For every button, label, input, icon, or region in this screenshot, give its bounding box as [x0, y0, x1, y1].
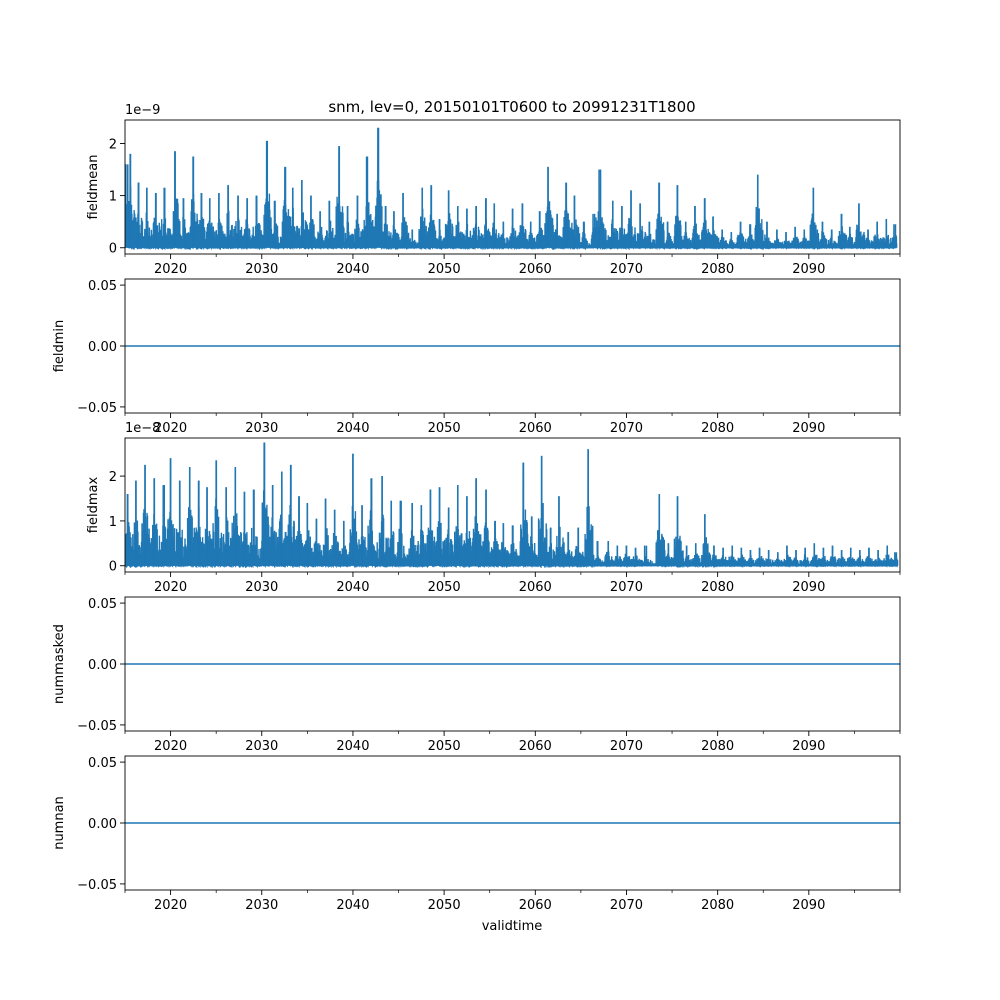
x-tick-label-fieldmin-2090: 2090: [792, 421, 825, 436]
y-tick-label-fieldmax-1: 1: [109, 515, 117, 530]
x-tick-label-nummasked-2040: 2040: [336, 739, 369, 754]
x-tick-label-numnan-2040: 2040: [336, 898, 369, 913]
x-tick-label-fieldmin-2050: 2050: [428, 421, 461, 436]
y-tick-label-nummasked-0: −0.05: [77, 719, 117, 734]
y-axis-label-fieldmax: fieldmax: [86, 477, 101, 534]
x-tick-label-fieldmean-2050: 2050: [428, 262, 461, 277]
y-tick-label-fieldmax-0: 0: [109, 560, 117, 575]
x-tick-label-nummasked-2030: 2030: [245, 739, 278, 754]
x-tick-label-nummasked-2070: 2070: [610, 739, 643, 754]
x-tick-label-nummasked-2020: 2020: [154, 739, 187, 754]
x-tick-label-fieldmin-2020: 2020: [154, 421, 187, 436]
x-tick-label-nummasked-2060: 2060: [519, 739, 552, 754]
x-tick-label-fieldmean-2020: 2020: [154, 262, 187, 277]
x-tick-label-fieldmin-2060: 2060: [519, 421, 552, 436]
x-axis-label: validtime: [482, 919, 543, 934]
subplot-stack: 2020 2030 2040 2050 2060 2070 2080 2090 0 1 2 1e−9 f…: [52, 103, 901, 913]
x-tick-label-numnan-2020: 2020: [154, 898, 187, 913]
figure-title: snm, lev=0, 20150101T0600 to 20991231T18…: [328, 98, 695, 116]
x-tick-label-fieldmean-2030: 2030: [245, 262, 278, 277]
subplot-fieldmin: 2020 2030 2040 2050 2060 2070 2080 2090 −0.05 0.0…: [52, 278, 901, 436]
subplot-nummasked: 2020 2030 2040 2050 2060 2070 2080 2090 −0.05 0.0…: [52, 596, 901, 754]
y-tick-label-fieldmin-2: 0.05: [88, 279, 117, 294]
offset-text-fieldmax: 1e−8: [125, 421, 160, 436]
subplot-numnan: 2020 2030 2040 2050 2060 2070 2080 2090 −0.05 0.0…: [52, 755, 901, 913]
y-tick-label-fieldmax-2: 2: [109, 470, 117, 485]
x-tick-label-fieldmean-2070: 2070: [610, 262, 643, 277]
y-tick-label-numnan-0: −0.05: [77, 878, 117, 893]
y-tick-label-numnan-2: 0.05: [88, 756, 117, 771]
y-tick-label-nummasked-2: 0.05: [88, 597, 117, 612]
y-tick-label-fieldmean-0: 0: [109, 242, 117, 257]
axes-frame-fieldmax: [124, 437, 901, 573]
x-tick-label-fieldmax-2070: 2070: [610, 580, 643, 595]
offset-text-fieldmean: 1e−9: [125, 103, 160, 118]
y-tick-label-fieldmin-1: 0.00: [88, 340, 117, 355]
y-axis-label-fieldmin: fieldmin: [52, 320, 67, 373]
x-tick-label-numnan-2060: 2060: [519, 898, 552, 913]
x-tick-label-numnan-2090: 2090: [792, 898, 825, 913]
axes-frame-fieldmean: [124, 119, 901, 255]
y-axis-label-nummasked: nummasked: [52, 624, 67, 704]
x-tick-label-fieldmean-2060: 2060: [519, 262, 552, 277]
y-tick-label-fieldmean-2: 2: [109, 137, 117, 152]
y-tick-label-nummasked-1: 0.00: [88, 658, 117, 673]
subplot-fieldmax: 2020 2030 2040 2050 2060 2070 2080 2090 0 1 2 1e−8 f…: [86, 421, 901, 595]
x-tick-label-numnan-2030: 2030: [245, 898, 278, 913]
x-tick-label-fieldmax-2080: 2080: [701, 580, 734, 595]
x-tick-label-fieldmax-2050: 2050: [428, 580, 461, 595]
y-axis-label-fieldmean: fieldmean: [86, 155, 101, 220]
x-tick-label-fieldmax-2030: 2030: [245, 580, 278, 595]
x-tick-label-fieldmean-2040: 2040: [336, 262, 369, 277]
x-tick-label-fieldmax-2090: 2090: [792, 580, 825, 595]
x-tick-label-numnan-2050: 2050: [428, 898, 461, 913]
x-tick-label-fieldmin-2070: 2070: [610, 421, 643, 436]
x-tick-label-fieldmin-2080: 2080: [701, 421, 734, 436]
x-tick-label-fieldmean-2080: 2080: [701, 262, 734, 277]
x-tick-label-fieldmin-2030: 2030: [245, 421, 278, 436]
x-tick-label-fieldmin-2040: 2040: [336, 421, 369, 436]
y-tick-label-fieldmean-1: 1: [109, 190, 117, 205]
x-tick-label-fieldmean-2090: 2090: [792, 262, 825, 277]
x-tick-label-numnan-2070: 2070: [610, 898, 643, 913]
x-tick-label-fieldmax-2060: 2060: [519, 580, 552, 595]
x-tick-label-fieldmax-2020: 2020: [154, 580, 187, 595]
x-tick-label-nummasked-2090: 2090: [792, 739, 825, 754]
x-tick-label-fieldmax-2040: 2040: [336, 580, 369, 595]
y-axis-label-numnan: numnan: [52, 796, 67, 850]
series-line-fieldmax: [125, 442, 899, 569]
y-tick-label-fieldmin-0: −0.05: [77, 401, 117, 416]
x-tick-label-nummasked-2050: 2050: [428, 739, 461, 754]
subplot-fieldmean: 2020 2030 2040 2050 2060 2070 2080 2090 0 1 2 1e−9 f…: [86, 103, 901, 277]
y-tick-label-numnan-1: 0.00: [88, 817, 117, 832]
x-tick-label-nummasked-2080: 2080: [701, 739, 734, 754]
x-tick-label-numnan-2080: 2080: [701, 898, 734, 913]
